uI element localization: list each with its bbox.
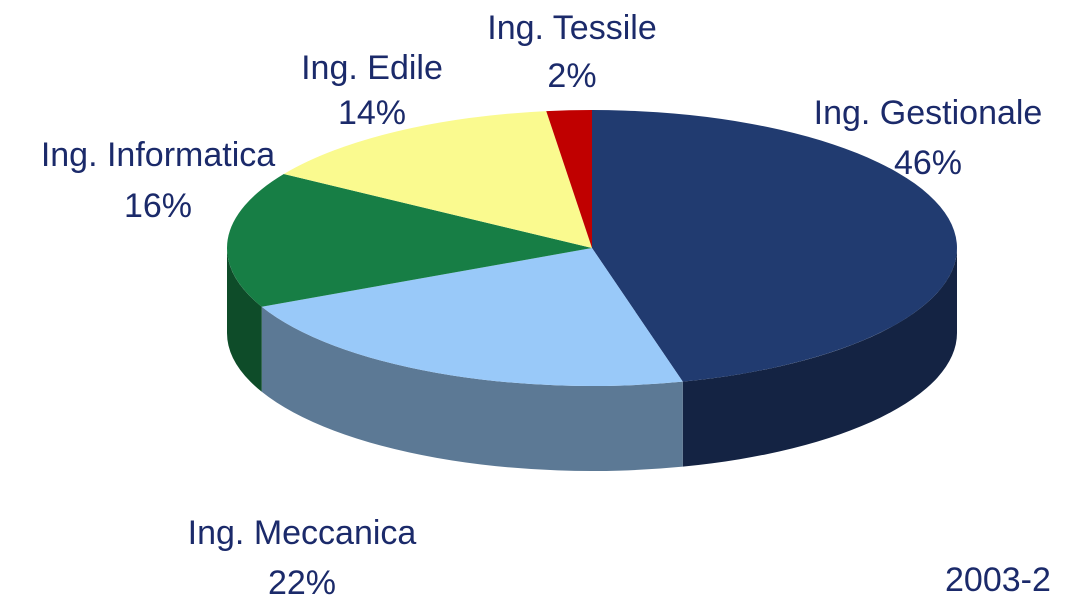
pie-slice bbox=[283, 111, 592, 249]
slice-label: Ing. Meccanica bbox=[188, 514, 417, 552]
pie-slice-side bbox=[261, 306, 683, 472]
slice-label: Ing. Edile bbox=[301, 49, 443, 87]
pie-slice bbox=[592, 110, 958, 382]
slice-label: Ing. Informatica bbox=[41, 136, 275, 174]
pie-slice bbox=[226, 174, 592, 307]
slice-label: Ing. Gestionale bbox=[814, 94, 1043, 132]
slice-value-label: 2% bbox=[547, 57, 596, 95]
pie-slice bbox=[546, 110, 592, 248]
slice-value-label: 46% bbox=[894, 144, 962, 182]
slice-value-label: 14% bbox=[338, 94, 406, 132]
pie-slice-side bbox=[682, 248, 958, 467]
slice-label: Ing. Tessile bbox=[487, 9, 656, 47]
slice-value-label: 22% bbox=[268, 564, 336, 602]
pie bbox=[226, 110, 958, 472]
slice-value-label: 16% bbox=[124, 187, 192, 225]
pie-slice bbox=[261, 248, 683, 387]
annotation: 2003-2 bbox=[945, 561, 1051, 599]
pie-slice-side bbox=[227, 248, 262, 392]
